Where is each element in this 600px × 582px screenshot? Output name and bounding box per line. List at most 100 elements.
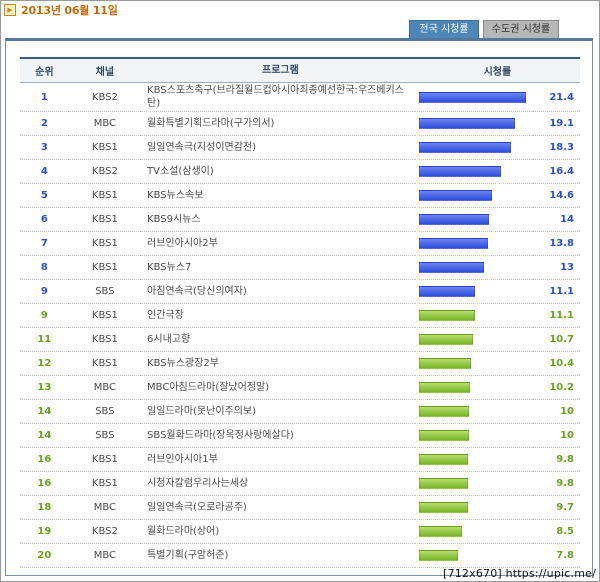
table-row: 4 KBS2 TV소설(삼생이) 16.4 — [20, 159, 580, 184]
rating-bar-cell — [414, 399, 532, 424]
rating-bar — [418, 358, 471, 369]
program-cell: 러브인아시아1부 — [141, 447, 415, 472]
rating-bar — [418, 430, 469, 441]
channel-cell: KBS1 — [68, 471, 142, 496]
rating-bar-cell — [414, 519, 532, 544]
column-header-channel: 채널 — [68, 57, 142, 83]
ratings-table: 순위 채널 프로그램 시청률 1 KBS2 KBS스포츠축구(브라질월드컵아시아최종… — [20, 57, 580, 568]
channel-cell: MBC — [68, 495, 142, 520]
rating-bar — [418, 286, 475, 297]
column-header-rating: 시청률 — [414, 57, 580, 83]
program-cell: 일일연속극(지성이면감천) — [141, 135, 415, 160]
rating-bar-cell — [414, 279, 532, 304]
rating-value: 19.1 — [531, 111, 580, 136]
watermark: [712x670] https://upic.me/ — [443, 567, 596, 580]
program-cell: KBS뉴스광장2부 — [141, 351, 415, 376]
rating-bar-cell — [414, 471, 532, 496]
rating-bar-cell — [414, 495, 532, 520]
program-cell: 6시내고향 — [141, 327, 415, 352]
program-cell: KBS뉴스7 — [141, 255, 415, 280]
rating-bar-cell — [414, 231, 532, 256]
channel-cell: KBS1 — [68, 183, 142, 208]
rating-bar — [418, 334, 473, 345]
channel-cell: KBS1 — [68, 207, 142, 232]
rating-bar-cell — [414, 303, 532, 328]
rating-bar — [418, 118, 515, 129]
rating-bar-cell — [414, 375, 532, 400]
rank-cell: 3 — [20, 135, 69, 160]
channel-cell: SBS — [68, 399, 142, 424]
rating-bar — [418, 238, 488, 249]
table-row: 8 KBS1 KBS뉴스7 13 — [20, 255, 580, 280]
rating-bar — [418, 382, 470, 393]
rating-value: 9.8 — [531, 471, 580, 496]
program-cell: KBS스포츠축구(브라질월드컵아시아최종예선한국:우즈베키스탄) — [141, 82, 415, 112]
rank-cell: 9 — [20, 303, 69, 328]
program-cell: TV소설(삼생이) — [141, 159, 415, 184]
program-cell: 일일드라마(못난이주의보) — [141, 399, 415, 424]
rating-bar-cell — [414, 82, 532, 112]
rank-cell: 14 — [20, 399, 69, 424]
rating-bar-cell — [414, 351, 532, 376]
rating-bar — [418, 478, 468, 489]
rating-bar-cell — [414, 207, 532, 232]
rating-value: 9.8 — [531, 447, 580, 472]
rank-cell: 12 — [20, 351, 69, 376]
channel-cell: KBS2 — [68, 82, 142, 112]
rating-value: 8.5 — [531, 519, 580, 544]
rank-cell: 1 — [20, 82, 69, 112]
channel-cell: SBS — [68, 279, 142, 304]
rating-bar — [418, 502, 468, 513]
rating-value: 18.3 — [531, 135, 580, 160]
program-cell: 러브인아시아2부 — [141, 231, 415, 256]
rating-value: 10.4 — [531, 351, 580, 376]
rank-cell: 7 — [20, 231, 69, 256]
channel-cell: KBS2 — [68, 519, 142, 544]
channel-cell: MBC — [68, 375, 142, 400]
rank-cell: 19 — [20, 519, 69, 544]
program-cell: 월화특별기획드라마(구가의서) — [141, 111, 415, 136]
rating-bar-cell — [414, 135, 532, 160]
rank-cell: 16 — [20, 447, 69, 472]
rating-value: 11.1 — [531, 303, 580, 328]
rating-bar — [418, 214, 489, 225]
channel-cell: KBS1 — [68, 255, 142, 280]
arrow-icon: ▶ — [4, 4, 16, 16]
channel-cell: KBS1 — [68, 447, 142, 472]
table-row: 2 MBC 월화특별기획드라마(구가의서) 19.1 — [20, 111, 580, 136]
ratings-tabs: 전국 시청률 수도권 시청률 — [409, 20, 563, 39]
table-row: 7 KBS1 러브인아시아2부 13.8 — [20, 231, 580, 256]
table-row: 14 SBS 일일드라마(못난이주의보) 10 — [20, 399, 580, 424]
column-header-program: 프로그램 — [141, 57, 415, 83]
rank-cell: 14 — [20, 423, 69, 448]
tab-national-ratings[interactable]: 전국 시청률 — [409, 20, 479, 39]
program-cell: 시청자칼럼우리사는세상 — [141, 471, 415, 496]
program-cell: MBC아침드라마(잘났어정말) — [141, 375, 415, 400]
rating-bar — [418, 91, 526, 103]
tab-capital-area-ratings[interactable]: 수도권 시청률 — [483, 20, 559, 39]
rating-value: 14.6 — [531, 183, 580, 208]
rating-value: 9.7 — [531, 495, 580, 520]
table-row: 12 KBS1 KBS뉴스광장2부 10.4 — [20, 351, 580, 376]
rating-bar-cell — [414, 543, 532, 568]
rating-bar-cell — [414, 423, 532, 448]
rating-bar-cell — [414, 159, 532, 184]
table-row: 9 KBS1 인간극장 11.1 — [20, 303, 580, 328]
rating-bar — [418, 262, 484, 273]
table-row: 16 KBS1 시청자칼럼우리사는세상 9.8 — [20, 471, 580, 496]
table-row: 6 KBS1 KBS9시뉴스 14 — [20, 207, 580, 232]
table-row: 14 SBS SBS월화드라마(장옥정사랑에살다) 10 — [20, 423, 580, 448]
rank-cell: 20 — [20, 543, 69, 568]
rating-value: 7.8 — [531, 543, 580, 568]
program-cell: 인간극장 — [141, 303, 415, 328]
program-cell: KBS뉴스속보 — [141, 183, 415, 208]
table-row: 1 KBS2 KBS스포츠축구(브라질월드컵아시아최종예선한국:우즈베키스탄) 21.… — [20, 82, 580, 112]
table-row: 3 KBS1 일일연속극(지성이면감천) 18.3 — [20, 135, 580, 160]
channel-cell: KBS1 — [68, 351, 142, 376]
ratings-table-body: 1 KBS2 KBS스포츠축구(브라질월드컵아시아최종예선한국:우즈베키스탄) 21.… — [20, 82, 580, 568]
date-bar: ▶ 2013년 06월 11일 — [4, 3, 118, 17]
rating-bar-cell — [414, 255, 532, 280]
program-cell: 아침연속극(당신의여자) — [141, 279, 415, 304]
rank-cell: 5 — [20, 183, 69, 208]
rating-value: 16.4 — [531, 159, 580, 184]
